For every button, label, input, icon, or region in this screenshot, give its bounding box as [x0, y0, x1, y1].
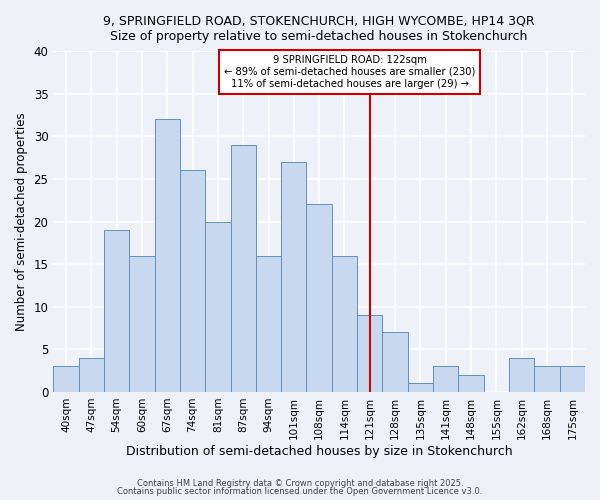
- Bar: [205, 222, 230, 392]
- Text: Contains public sector information licensed under the Open Government Licence v3: Contains public sector information licen…: [118, 487, 482, 496]
- Bar: [357, 316, 382, 392]
- X-axis label: Distribution of semi-detached houses by size in Stokenchurch: Distribution of semi-detached houses by …: [126, 444, 512, 458]
- Text: 9 SPRINGFIELD ROAD: 122sqm
← 89% of semi-detached houses are smaller (230)
11% o: 9 SPRINGFIELD ROAD: 122sqm ← 89% of semi…: [224, 56, 475, 88]
- Bar: [129, 256, 155, 392]
- Bar: [256, 256, 281, 392]
- Bar: [535, 366, 560, 392]
- Title: 9, SPRINGFIELD ROAD, STOKENCHURCH, HIGH WYCOMBE, HP14 3QR
Size of property relat: 9, SPRINGFIELD ROAD, STOKENCHURCH, HIGH …: [103, 15, 535, 43]
- Bar: [433, 366, 458, 392]
- Bar: [53, 366, 79, 392]
- Bar: [458, 375, 484, 392]
- Bar: [155, 120, 180, 392]
- Bar: [180, 170, 205, 392]
- Bar: [79, 358, 104, 392]
- Y-axis label: Number of semi-detached properties: Number of semi-detached properties: [15, 112, 28, 331]
- Text: Contains HM Land Registry data © Crown copyright and database right 2025.: Contains HM Land Registry data © Crown c…: [137, 478, 463, 488]
- Bar: [408, 384, 433, 392]
- Bar: [382, 332, 408, 392]
- Bar: [104, 230, 129, 392]
- Bar: [281, 162, 307, 392]
- Bar: [332, 256, 357, 392]
- Bar: [560, 366, 585, 392]
- Bar: [509, 358, 535, 392]
- Bar: [307, 204, 332, 392]
- Bar: [230, 145, 256, 392]
